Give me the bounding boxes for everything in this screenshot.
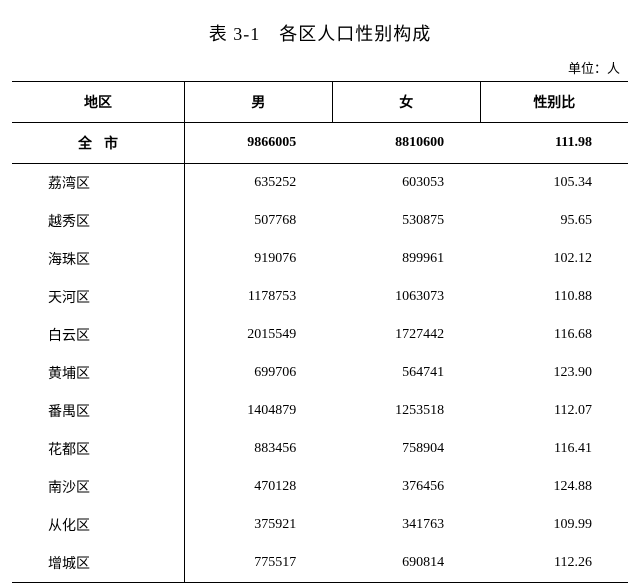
table-row: 南沙区470128376456124.88	[12, 468, 628, 506]
total-ratio-cell: 111.98	[480, 123, 628, 164]
male-cell: 699706	[184, 354, 332, 392]
region-cell: 花都区	[12, 430, 184, 468]
female-cell: 690814	[332, 544, 480, 583]
population-table: 地区 男 女 性别比 全市 9866005 8810600 111.98 荔湾区…	[12, 81, 628, 583]
region-cell: 从化区	[12, 506, 184, 544]
ratio-cell: 110.88	[480, 278, 628, 316]
region-cell: 增城区	[12, 544, 184, 583]
ratio-cell: 102.12	[480, 240, 628, 278]
ratio-cell: 105.34	[480, 164, 628, 203]
header-ratio: 性别比	[480, 82, 628, 123]
male-cell: 775517	[184, 544, 332, 583]
total-female-cell: 8810600	[332, 123, 480, 164]
table-row: 花都区883456758904116.41	[12, 430, 628, 468]
female-cell: 758904	[332, 430, 480, 468]
ratio-cell: 112.07	[480, 392, 628, 430]
unit-label: 单位：人	[12, 58, 628, 77]
region-cell: 海珠区	[12, 240, 184, 278]
region-cell: 南沙区	[12, 468, 184, 506]
region-cell: 白云区	[12, 316, 184, 354]
header-male: 男	[184, 82, 332, 123]
table-row: 海珠区919076899961102.12	[12, 240, 628, 278]
ratio-cell: 124.88	[480, 468, 628, 506]
female-cell: 341763	[332, 506, 480, 544]
region-cell: 天河区	[12, 278, 184, 316]
total-male-cell: 9866005	[184, 123, 332, 164]
total-row: 全市 9866005 8810600 111.98	[12, 123, 628, 164]
male-cell: 883456	[184, 430, 332, 468]
table-row: 从化区375921341763109.99	[12, 506, 628, 544]
female-cell: 530875	[332, 202, 480, 240]
female-cell: 376456	[332, 468, 480, 506]
ratio-cell: 109.99	[480, 506, 628, 544]
table-row: 越秀区50776853087595.65	[12, 202, 628, 240]
ratio-cell: 116.68	[480, 316, 628, 354]
female-cell: 1253518	[332, 392, 480, 430]
ratio-cell: 95.65	[480, 202, 628, 240]
region-cell: 黄埔区	[12, 354, 184, 392]
ratio-cell: 112.26	[480, 544, 628, 583]
header-row: 地区 男 女 性别比	[12, 82, 628, 123]
male-cell: 635252	[184, 164, 332, 203]
ratio-cell: 116.41	[480, 430, 628, 468]
male-cell: 470128	[184, 468, 332, 506]
female-cell: 564741	[332, 354, 480, 392]
header-female: 女	[332, 82, 480, 123]
male-cell: 919076	[184, 240, 332, 278]
total-region-cell: 全市	[12, 123, 184, 164]
male-cell: 507768	[184, 202, 332, 240]
female-cell: 1063073	[332, 278, 480, 316]
male-cell: 375921	[184, 506, 332, 544]
header-region: 地区	[12, 82, 184, 123]
male-cell: 2015549	[184, 316, 332, 354]
table-row: 荔湾区635252603053105.34	[12, 164, 628, 203]
male-cell: 1404879	[184, 392, 332, 430]
female-cell: 1727442	[332, 316, 480, 354]
region-cell: 荔湾区	[12, 164, 184, 203]
table-row: 白云区20155491727442116.68	[12, 316, 628, 354]
female-cell: 603053	[332, 164, 480, 203]
female-cell: 899961	[332, 240, 480, 278]
region-cell: 番禺区	[12, 392, 184, 430]
table-title: 表 3-1 各区人口性别构成	[12, 20, 628, 46]
table-row: 番禺区14048791253518112.07	[12, 392, 628, 430]
ratio-cell: 123.90	[480, 354, 628, 392]
table-row: 增城区775517690814112.26	[12, 544, 628, 583]
male-cell: 1178753	[184, 278, 332, 316]
table-row: 黄埔区699706564741123.90	[12, 354, 628, 392]
table-row: 天河区11787531063073110.88	[12, 278, 628, 316]
region-cell: 越秀区	[12, 202, 184, 240]
